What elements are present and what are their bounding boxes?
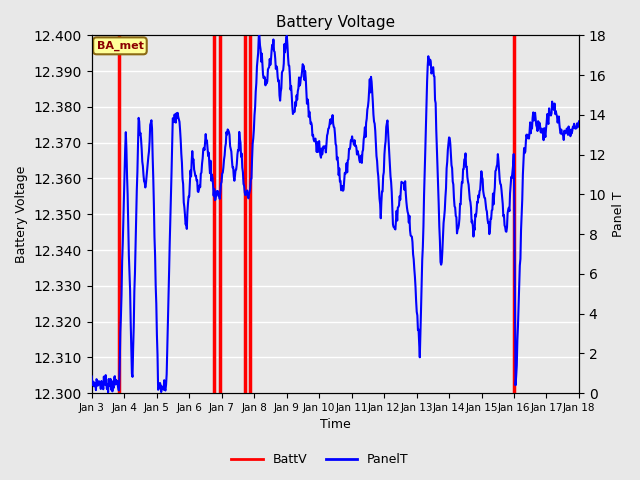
Y-axis label: Panel T: Panel T: [612, 192, 625, 237]
Text: BA_met: BA_met: [97, 41, 143, 51]
Legend: BattV, PanelT: BattV, PanelT: [227, 448, 413, 471]
Title: Battery Voltage: Battery Voltage: [276, 15, 395, 30]
X-axis label: Time: Time: [320, 419, 351, 432]
Y-axis label: Battery Voltage: Battery Voltage: [15, 166, 28, 263]
